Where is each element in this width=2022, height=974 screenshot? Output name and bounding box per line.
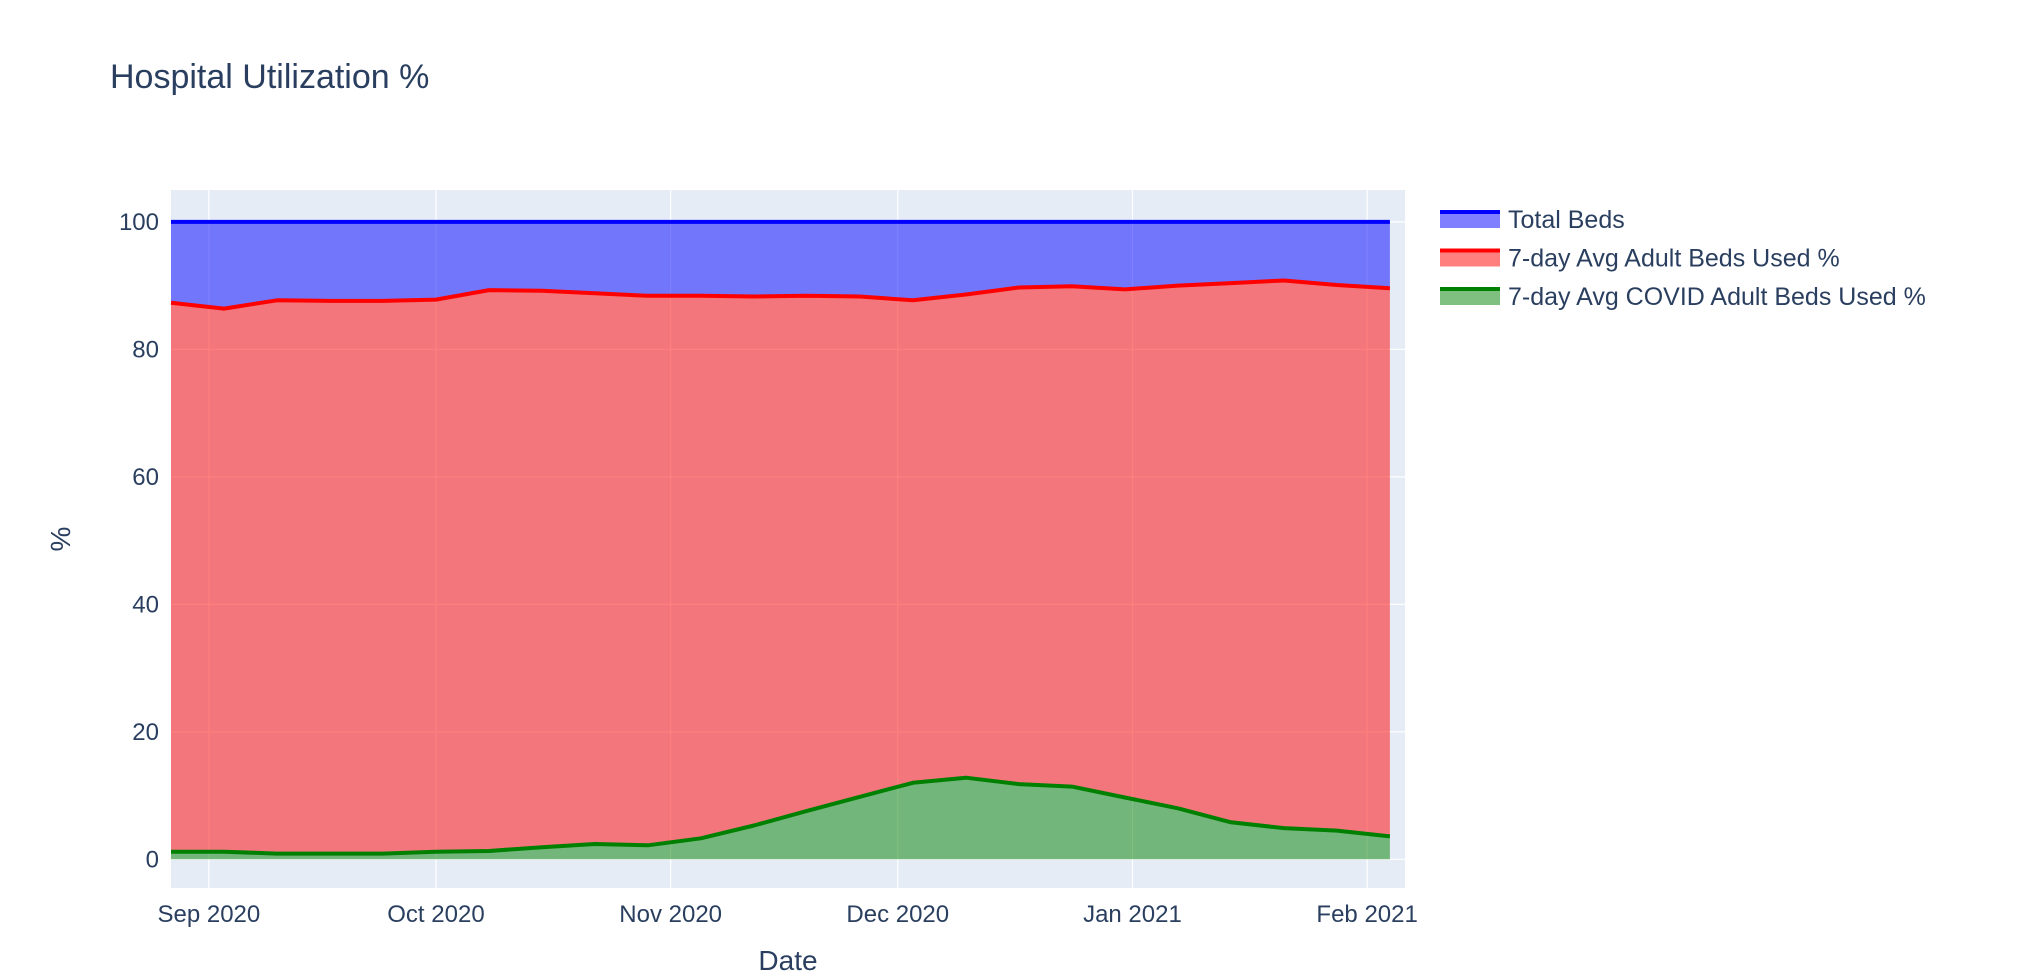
y-tick-label: 80	[132, 336, 159, 363]
legend-label: 7-day Avg COVID Adult Beds Used %	[1508, 283, 1926, 311]
y-axis-title: %	[45, 527, 76, 552]
y-tick-label: 40	[132, 591, 159, 618]
x-tick-label: Sep 2020	[157, 901, 260, 928]
chart-title: Hospital Utilization %	[110, 58, 429, 96]
legend-label: Total Beds	[1508, 206, 1625, 234]
x-axis-title: Date	[758, 945, 817, 974]
x-tick-labels: Sep 2020 Oct 2020 Nov 2020 Dec 2020 Jan 2021…	[157, 901, 1417, 928]
x-tick-label: Nov 2020	[619, 901, 722, 928]
series-line-2	[170, 278, 1391, 311]
series-line-3	[171, 775, 1391, 856]
series-lines	[170, 219, 1391, 856]
x-tick-label: Oct 2020	[387, 901, 484, 928]
legend[interactable]: Total Beds 7-day Avg Adult Beds Used % 7-d…	[1440, 206, 1926, 311]
y-tick-label: 60	[132, 464, 159, 491]
legend-swatch	[1440, 248, 1500, 267]
x-tick-label: Feb 2021	[1316, 901, 1417, 928]
area-2	[171, 280, 1390, 854]
y-tick-label: 100	[119, 209, 159, 236]
y-tick-label: 20	[132, 719, 159, 746]
y-tick-label: 0	[146, 846, 159, 873]
y-tick-labels: 0 20 40 60 80 100	[119, 209, 159, 873]
x-tick-label: Dec 2020	[846, 901, 949, 928]
legend-swatch	[1440, 287, 1500, 305]
x-tick-label: Jan 2021	[1083, 901, 1182, 928]
area-fills	[171, 221, 1390, 860]
legend-label: 7-day Avg Adult Beds Used %	[1508, 245, 1840, 273]
legend-swatch	[1440, 210, 1500, 228]
